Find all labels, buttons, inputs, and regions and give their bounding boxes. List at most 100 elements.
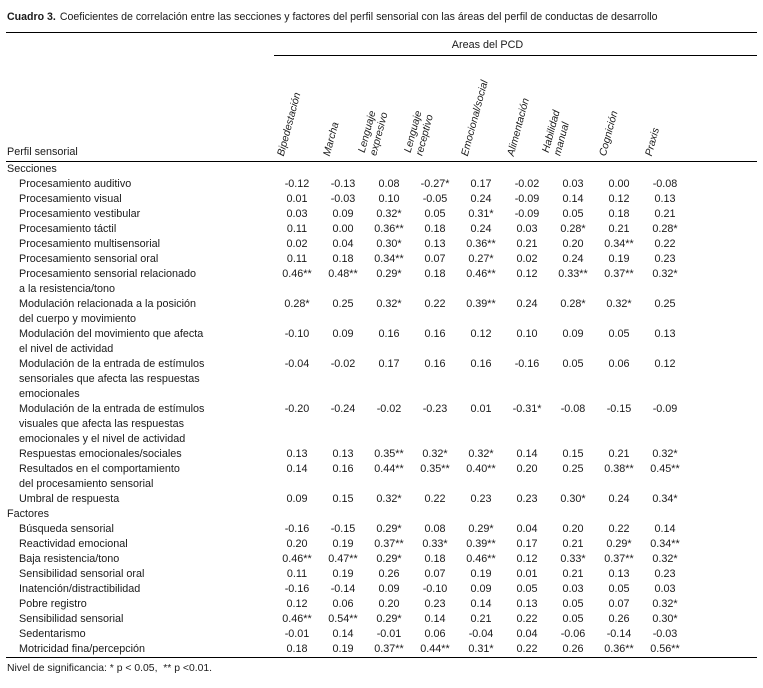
correlation-table: Areas del PCD Perfil sensorial Bipedesta…: [6, 32, 757, 658]
correlation-value: 0.24: [516, 298, 538, 310]
spacer-cell: [688, 402, 757, 447]
correlation-value: 0.28*: [560, 223, 586, 235]
correlation-value: 0.13: [654, 328, 676, 340]
correlation-value: 0.18: [424, 223, 446, 235]
correlation-value: 0.21: [516, 238, 538, 250]
table-row: Procesamiento sensorial relacionado a la…: [6, 267, 757, 297]
correlation-value: 0.05: [516, 583, 538, 595]
correlation-value: 0.23: [470, 493, 492, 505]
correlation-value: 0.19: [332, 538, 354, 550]
row-label: Procesamiento auditivo: [19, 178, 132, 190]
correlation-value: 0.46**: [282, 613, 312, 625]
spacer-cell: [688, 357, 757, 402]
correlation-value: 0.01: [516, 568, 538, 580]
spacer-cell: [688, 327, 757, 357]
correlation-value: 0.11: [286, 253, 308, 265]
correlation-value: 0.23: [516, 493, 538, 505]
column-header: Bipedestación: [274, 55, 320, 162]
correlation-value: 0.38**: [604, 463, 634, 475]
correlation-value: 0.37**: [374, 538, 404, 550]
correlation-value: 0.46**: [282, 268, 312, 280]
column-header-label: Bipedestación: [275, 90, 304, 157]
column-header-label: Praxis: [643, 126, 662, 157]
correlation-value: 0.16: [332, 463, 354, 475]
correlation-value: 0.17: [378, 358, 400, 370]
correlation-value: [274, 507, 320, 522]
table-caption: Cuadro 3. Coeficientes de correlación ent…: [6, 6, 757, 32]
correlation-value: 0.06: [424, 628, 446, 640]
correlation-value: 0.32*: [606, 298, 632, 310]
correlation-value: 0.32*: [652, 448, 678, 460]
correlation-value: 0.03: [562, 178, 584, 190]
correlation-value: -0.01: [376, 628, 402, 640]
correlation-value: 0.05: [424, 208, 446, 220]
row-label: Respuestas emocionales/sociales: [19, 448, 182, 460]
correlation-value: -0.08: [560, 403, 586, 415]
correlation-value: [504, 162, 550, 178]
row-label: Modulación relacionada a la posición del…: [19, 298, 197, 325]
row-label: Modulación de la entrada de estímulos se…: [19, 358, 205, 400]
correlation-value: 0.19: [608, 253, 630, 265]
correlation-value: 0.30*: [376, 238, 402, 250]
table-row: Sedentarismo -0.01 0.14 -0.01 0.06 -0.04 0.04 -…: [6, 627, 757, 642]
correlation-value: 0.13: [332, 448, 354, 460]
correlation-value: 0.05: [562, 208, 584, 220]
row-label: Procesamiento sensorial oral: [19, 253, 159, 265]
correlation-value: 0.28*: [652, 223, 678, 235]
correlation-value: 0.46**: [466, 553, 496, 565]
correlation-value: [504, 507, 550, 522]
correlation-value: 0.28*: [560, 298, 586, 310]
correlation-value: 0.12: [516, 268, 538, 280]
correlation-value: [458, 507, 504, 522]
table-title: Coeficientes de correlación entre las se…: [59, 11, 658, 23]
correlation-value: 0.46**: [282, 553, 312, 565]
column-header: Lenguaje receptivo: [403, 55, 458, 162]
correlation-value: 0.26: [608, 613, 630, 625]
correlation-value: [366, 507, 412, 522]
correlation-value: 0.03: [562, 583, 584, 595]
correlation-value: 0.56**: [650, 643, 680, 655]
correlation-value: -0.15: [330, 523, 356, 535]
correlation-value: [642, 507, 688, 522]
correlation-value: 0.09: [332, 208, 354, 220]
correlation-value: 0.12: [654, 358, 676, 370]
column-header: Emocional/social: [458, 55, 504, 162]
correlation-value: 0.12: [516, 553, 538, 565]
correlation-value: 0.17: [470, 178, 492, 190]
correlation-value: 0.00: [608, 178, 630, 190]
correlation-value: 0.20: [562, 523, 584, 535]
correlation-value: 0.37**: [374, 643, 404, 655]
correlation-value: 0.25: [654, 298, 676, 310]
section-row: Secciones: [6, 162, 757, 178]
correlation-value: 0.22: [516, 613, 538, 625]
row-label: Modulación del movimiento que afecta el …: [19, 328, 204, 355]
table-row: Búsqueda sensorial -0.16 -0.15 0.29* 0.08 0.2…: [6, 522, 757, 537]
correlation-value: 0.16: [378, 328, 400, 340]
correlation-value: 0.36**: [374, 223, 404, 235]
correlation-value: 0.20: [516, 463, 538, 475]
row-label: Procesamiento táctil: [19, 223, 117, 235]
correlation-value: 0.31*: [468, 208, 494, 220]
correlation-value: 0.03: [286, 208, 308, 220]
correlation-value: [550, 507, 596, 522]
correlation-value: 0.13: [608, 568, 630, 580]
correlation-value: 0.22: [424, 493, 446, 505]
correlation-value: 0.03: [516, 223, 538, 235]
row-label: Reactividad emocional: [19, 538, 128, 550]
spacer-cell: [688, 492, 757, 507]
correlation-value: 0.34*: [652, 493, 678, 505]
correlation-value: [596, 507, 642, 522]
correlation-value: [412, 162, 458, 178]
correlation-value: 0.01: [286, 193, 308, 205]
correlation-value: 0.29*: [376, 268, 402, 280]
correlation-value: 0.36**: [466, 238, 496, 250]
correlation-value: 0.21: [470, 613, 492, 625]
correlation-value: 0.33*: [560, 553, 586, 565]
row-label: Factores: [7, 508, 50, 520]
correlation-value: 0.32*: [468, 448, 494, 460]
correlation-value: 0.14: [286, 463, 308, 475]
correlation-value: 0.32*: [652, 598, 678, 610]
spacer-cell: [688, 642, 757, 658]
table-row: Sensibilidad sensorial oral 0.11 0.19 0.26 0…: [6, 567, 757, 582]
correlation-value: 0.21: [562, 538, 584, 550]
